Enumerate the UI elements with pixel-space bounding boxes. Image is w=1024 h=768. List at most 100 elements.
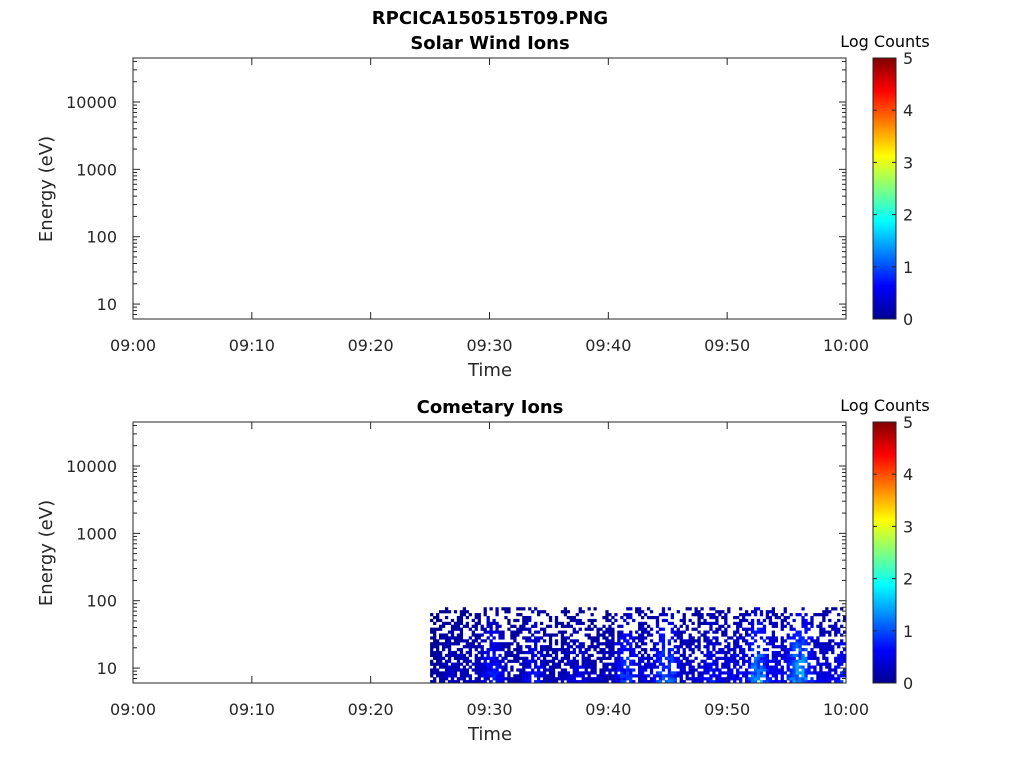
heatmap-cell	[700, 650, 704, 655]
heatmap-cell	[486, 668, 490, 672]
heatmap-cell	[620, 650, 624, 655]
heatmap-cell	[703, 665, 707, 669]
heatmap-cell	[807, 636, 811, 640]
heatmap-cell	[774, 656, 778, 660]
heatmap-cell	[477, 659, 481, 663]
heatmap-cell	[661, 668, 666, 672]
heatmap-cell	[709, 639, 713, 643]
heatmap-cell	[486, 648, 490, 652]
heatmap-cell	[477, 650, 481, 655]
heatmap-cell	[444, 639, 449, 643]
heatmap-cell	[744, 659, 749, 663]
heatmap-cell	[495, 671, 499, 675]
heatmap-cell	[789, 662, 793, 666]
heatmap-cell	[676, 662, 680, 666]
heatmap-cell	[661, 648, 666, 652]
heatmap-cell	[831, 648, 835, 652]
heatmap-cell	[685, 659, 689, 663]
heatmap-cell	[682, 680, 686, 684]
heatmap-cell	[691, 621, 695, 626]
heatmap-cell	[747, 677, 752, 681]
heatmap-cell	[638, 610, 642, 614]
heatmap-cell	[673, 650, 677, 655]
heatmap-cell	[468, 613, 472, 617]
heatmap-cell	[578, 610, 582, 614]
heatmap-cell	[617, 662, 621, 666]
heatmap-cell	[441, 633, 446, 637]
heatmap-cell	[658, 653, 663, 658]
heatmap-cell	[525, 615, 529, 620]
heatmap-cell	[590, 613, 594, 617]
heatmap-cell	[578, 665, 582, 669]
heatmap-cell	[804, 674, 808, 678]
heatmap-cell	[498, 648, 502, 652]
heatmap-cell	[551, 674, 556, 678]
heatmap-cell	[643, 668, 648, 672]
heatmap-cell	[593, 671, 597, 675]
heatmap-cell	[691, 642, 695, 646]
heatmap-cell	[744, 674, 749, 678]
heatmap-cell	[554, 618, 559, 623]
heatmap-cell	[765, 665, 770, 669]
heatmap-cell	[765, 677, 770, 681]
heatmap-cell	[709, 650, 713, 655]
heatmap-cell	[501, 674, 505, 678]
heatmap-cell	[495, 621, 499, 626]
heatmap-cell	[578, 642, 582, 646]
heatmap-cell	[626, 677, 630, 681]
heatmap-cell	[572, 627, 576, 631]
heatmap-cell	[456, 677, 461, 681]
heatmap-cell	[697, 636, 701, 640]
heatmap-cell	[804, 677, 808, 681]
heatmap-cell	[554, 648, 559, 652]
heatmap-cell	[744, 671, 749, 675]
heatmap-cell	[798, 613, 802, 617]
heatmap-cell	[638, 674, 642, 678]
heatmap-cell	[542, 677, 547, 681]
heatmap-cell	[762, 674, 767, 678]
heatmap-cell	[744, 677, 749, 681]
heatmap-cell	[780, 639, 784, 643]
heatmap-cell	[724, 671, 728, 675]
heatmap-cell	[638, 656, 642, 660]
heatmap-cell	[504, 650, 508, 655]
heatmap-cell	[471, 624, 475, 628]
heatmap-cell	[715, 627, 719, 631]
heatmap-cell	[566, 624, 571, 628]
heatmap-cell	[548, 615, 553, 620]
heatmap-cell	[459, 610, 464, 614]
heatmap-cell	[783, 610, 787, 614]
heatmap-cell	[819, 645, 823, 649]
heatmap-cell	[774, 639, 778, 643]
heatmap-cell	[727, 677, 731, 681]
heatmap-cell	[554, 650, 559, 655]
heatmap-cell	[825, 610, 829, 614]
heatmap-cell	[599, 648, 603, 652]
heatmap-cell	[468, 674, 472, 678]
heatmap-cell	[531, 656, 535, 660]
heatmap-cell	[774, 659, 778, 663]
x-tick-label: 09:10	[229, 336, 275, 355]
heatmap-cell	[786, 665, 790, 669]
heatmap-cell	[703, 621, 707, 626]
heatmap-cell	[566, 648, 571, 652]
heatmap-cell	[557, 665, 562, 669]
heatmap-cell	[596, 642, 600, 646]
heatmap-cell	[540, 645, 544, 649]
heatmap-cell	[608, 642, 612, 646]
heatmap-cell	[459, 633, 464, 637]
heatmap-cell	[480, 639, 484, 643]
heatmap-cell	[706, 653, 710, 658]
heatmap-cell	[474, 671, 478, 675]
heatmap-cell	[456, 653, 461, 658]
heatmap-cell	[673, 633, 677, 637]
heatmap-cell	[655, 680, 660, 684]
heatmap-cell	[593, 624, 597, 628]
panel-title: Solar Wind Ions	[410, 33, 569, 54]
heatmap-cell	[739, 636, 743, 640]
heatmap-cell	[759, 659, 764, 663]
heatmap-cell	[777, 662, 781, 666]
heatmap-cell	[593, 677, 597, 681]
heatmap-cell	[712, 662, 716, 666]
heatmap-cell	[840, 633, 844, 637]
